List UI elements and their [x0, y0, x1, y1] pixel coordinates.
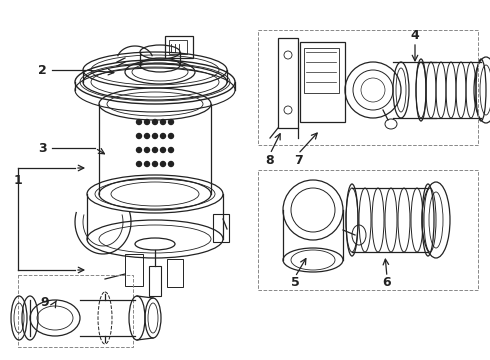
Bar [304, 48, 339, 93]
Text: 5: 5 [291, 276, 299, 289]
Bar [149, 266, 161, 296]
Circle shape [145, 162, 149, 166]
Circle shape [145, 148, 149, 153]
Circle shape [137, 120, 142, 125]
Text: 7: 7 [294, 153, 302, 166]
Bar [167, 259, 183, 287]
Bar [258, 170, 478, 290]
Circle shape [152, 134, 157, 139]
Bar [169, 40, 187, 54]
Bar [18, 275, 133, 347]
Bar [165, 36, 193, 58]
Text: 6: 6 [383, 276, 392, 289]
Circle shape [161, 120, 166, 125]
Text: 1: 1 [14, 174, 23, 186]
Text: 3: 3 [38, 141, 47, 154]
Bar [125, 254, 143, 286]
Text: 4: 4 [411, 28, 419, 41]
Text: 2: 2 [38, 63, 47, 77]
Circle shape [152, 148, 157, 153]
Circle shape [161, 134, 166, 139]
Circle shape [161, 162, 166, 166]
Circle shape [145, 120, 149, 125]
Circle shape [137, 134, 142, 139]
Bar [258, 30, 478, 145]
Bar [278, 38, 298, 128]
Circle shape [137, 148, 142, 153]
Circle shape [169, 120, 173, 125]
Circle shape [152, 162, 157, 166]
Text: 9: 9 [41, 297, 49, 310]
Bar [300, 42, 345, 122]
Circle shape [169, 162, 173, 166]
Circle shape [152, 120, 157, 125]
Circle shape [145, 134, 149, 139]
Circle shape [169, 148, 173, 153]
Circle shape [137, 162, 142, 166]
Circle shape [169, 134, 173, 139]
Circle shape [161, 148, 166, 153]
Text: 8: 8 [266, 153, 274, 166]
Bar [213, 214, 229, 242]
